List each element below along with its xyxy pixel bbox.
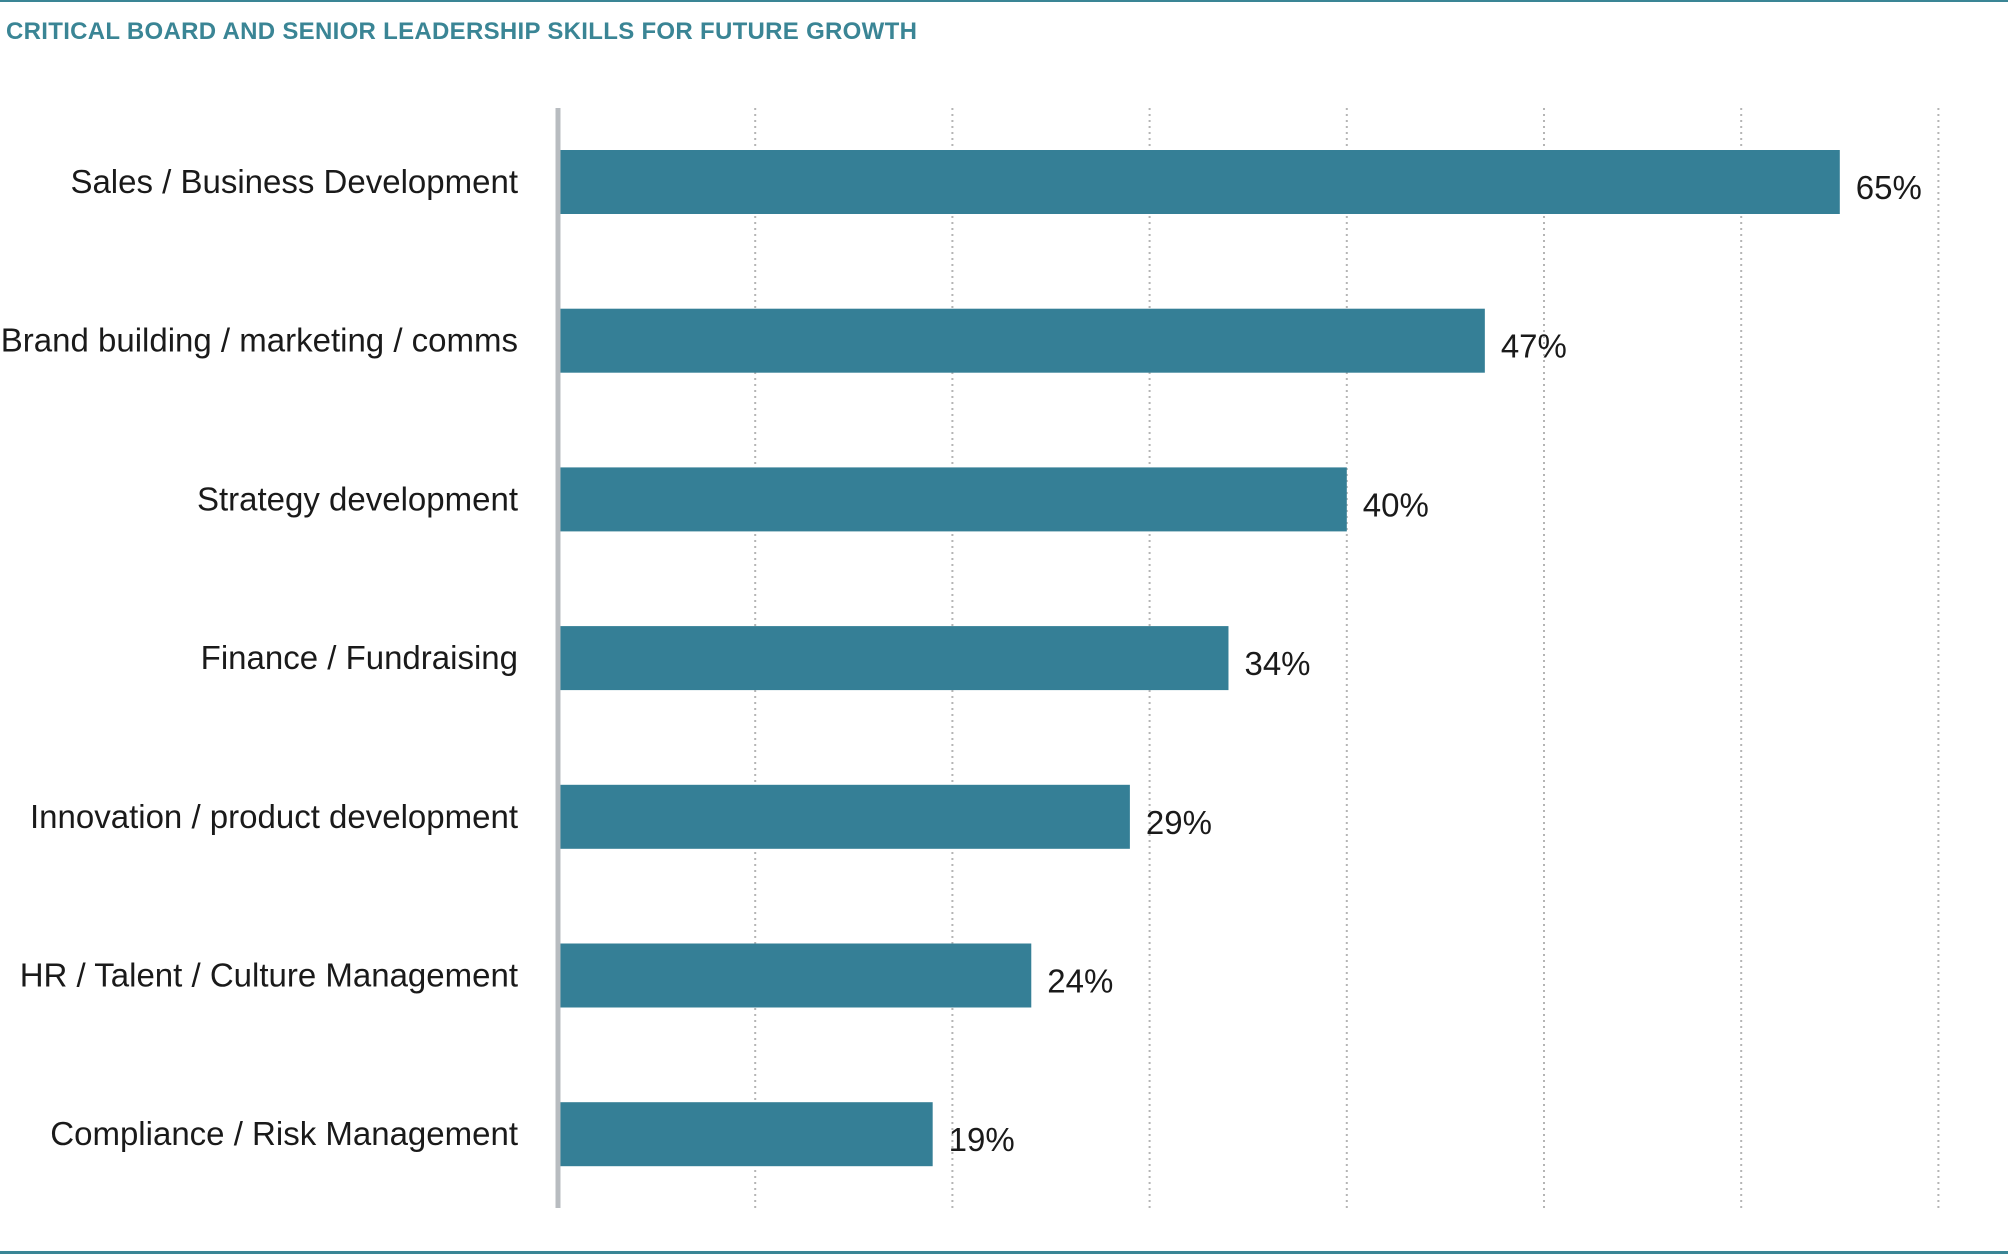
category-label-5: Innovation / product development <box>30 798 518 835</box>
bar-7 <box>558 1102 933 1167</box>
value-label-5: 29% <box>1146 804 1212 841</box>
labels: Sales / Business Development 65% Brand bui… <box>1 163 1922 1158</box>
category-label-7: Compliance / Risk Management <box>50 1115 518 1152</box>
category-label-1: Sales / Business Development <box>70 163 518 200</box>
top-rule <box>0 0 2008 2</box>
category-label-4: Finance / Fundraising <box>201 639 518 676</box>
value-label-2: 47% <box>1501 328 1567 365</box>
value-label-4: 34% <box>1244 645 1310 682</box>
value-label-3: 40% <box>1363 486 1429 523</box>
category-label-3: Strategy development <box>197 480 518 517</box>
value-label-7: 19% <box>949 1121 1015 1158</box>
category-label-2: Brand building / marketing / comms <box>1 322 518 359</box>
bar-6 <box>558 943 1032 1008</box>
category-label-6: HR / Talent / Culture Management <box>20 957 518 994</box>
bar-3 <box>558 467 1347 532</box>
chart-title: CRITICAL BOARD AND SENIOR LEADERSHIP SKI… <box>6 18 918 45</box>
bar-5 <box>558 784 1130 849</box>
bar-2 <box>558 308 1485 373</box>
bottom-rule <box>0 1251 2008 1254</box>
value-label-1: 65% <box>1856 169 1922 206</box>
bar-4 <box>558 626 1229 691</box>
value-label-6: 24% <box>1047 963 1113 1000</box>
bar-1 <box>558 150 1840 214</box>
bars <box>558 150 1840 1167</box>
